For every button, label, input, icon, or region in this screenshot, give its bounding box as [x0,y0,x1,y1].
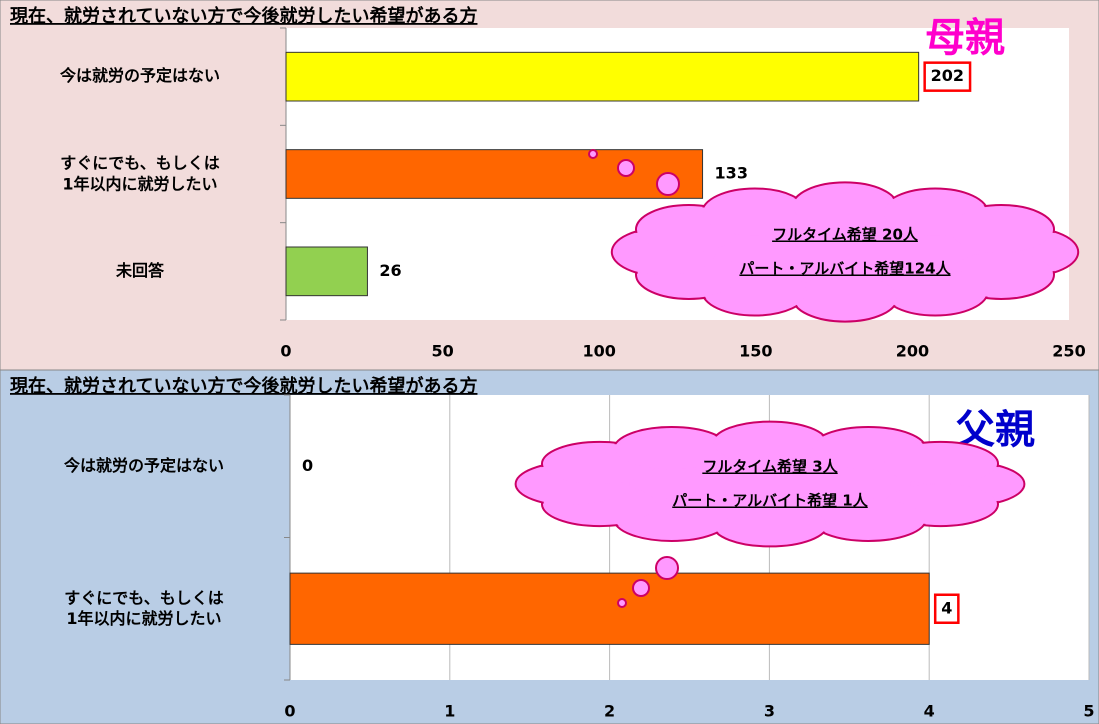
y-tick-label: すぐにでも、もしくは 1年以内に就労したい [64,588,224,628]
bar [289,572,930,645]
cloud-puff-fill [713,423,827,464]
cloud-puff-fill [615,428,728,470]
x-tick-label: 50 [431,342,453,361]
y-tick-label: 今は就労の予定はない [63,456,224,475]
cloud-puff-fill [949,206,1053,253]
value-label: 133 [715,164,748,183]
x-tick-label: 0 [280,342,291,361]
callout-cloud [514,420,1026,548]
x-tick-label: 1 [444,702,455,721]
x-tick-label: 2 [604,702,615,721]
thought-bubble [617,598,627,608]
chart-title: 現在、就労されていない方で今後就労したい希望がある方 [10,5,477,27]
callout-text: フルタイム希望 3人 [702,458,838,476]
value-label: 4 [941,598,952,617]
cloud-puff-fill [793,274,897,321]
subject-label: 母親 [925,15,1005,61]
cloud-puff-fill [884,443,997,485]
cloud-puff-fill [703,189,807,236]
cloud-puff-fill [812,498,925,540]
y-tick-label: 今は就労の予定はない [59,66,220,85]
y-tick-label: 未回答 [115,261,165,280]
x-tick-label: 150 [739,342,772,361]
value-label: 202 [931,66,964,85]
x-tick-label: 250 [1052,342,1085,361]
x-tick-label: 5 [1083,702,1094,721]
value-label: 0 [302,456,313,475]
x-tick-label: 0 [284,702,295,721]
x-tick-label: 100 [582,342,615,361]
callout-cloud [610,181,1080,323]
value-label-box [933,593,960,624]
thought-bubble [655,556,679,580]
callout-text: パート・アルバイト希望124人 [739,260,951,278]
callout-text: パート・アルバイト希望 1人 [672,492,869,510]
callout-text: フルタイム希望 20人 [772,226,919,244]
y-tick-label: すぐにでも、もしくは 1年以内に就労したい [60,153,220,193]
thought-bubble [632,579,650,597]
thought-bubble [588,149,598,159]
cloud-puff-fill [713,504,827,545]
bar [285,149,704,199]
value-label: 26 [379,261,401,280]
chart-title: 現在、就労されていない方で今後就労したい希望がある方 [10,375,477,397]
value-label-box [923,61,972,92]
bar [285,246,368,297]
cloud-puff-fill [793,183,897,230]
bar [285,51,920,102]
thought-bubble [617,159,635,177]
cloud-puff-fill [883,268,987,315]
x-tick-label: 4 [924,702,935,721]
x-tick-label: 200 [896,342,929,361]
x-tick-label: 3 [764,702,775,721]
thought-bubble [656,172,680,196]
